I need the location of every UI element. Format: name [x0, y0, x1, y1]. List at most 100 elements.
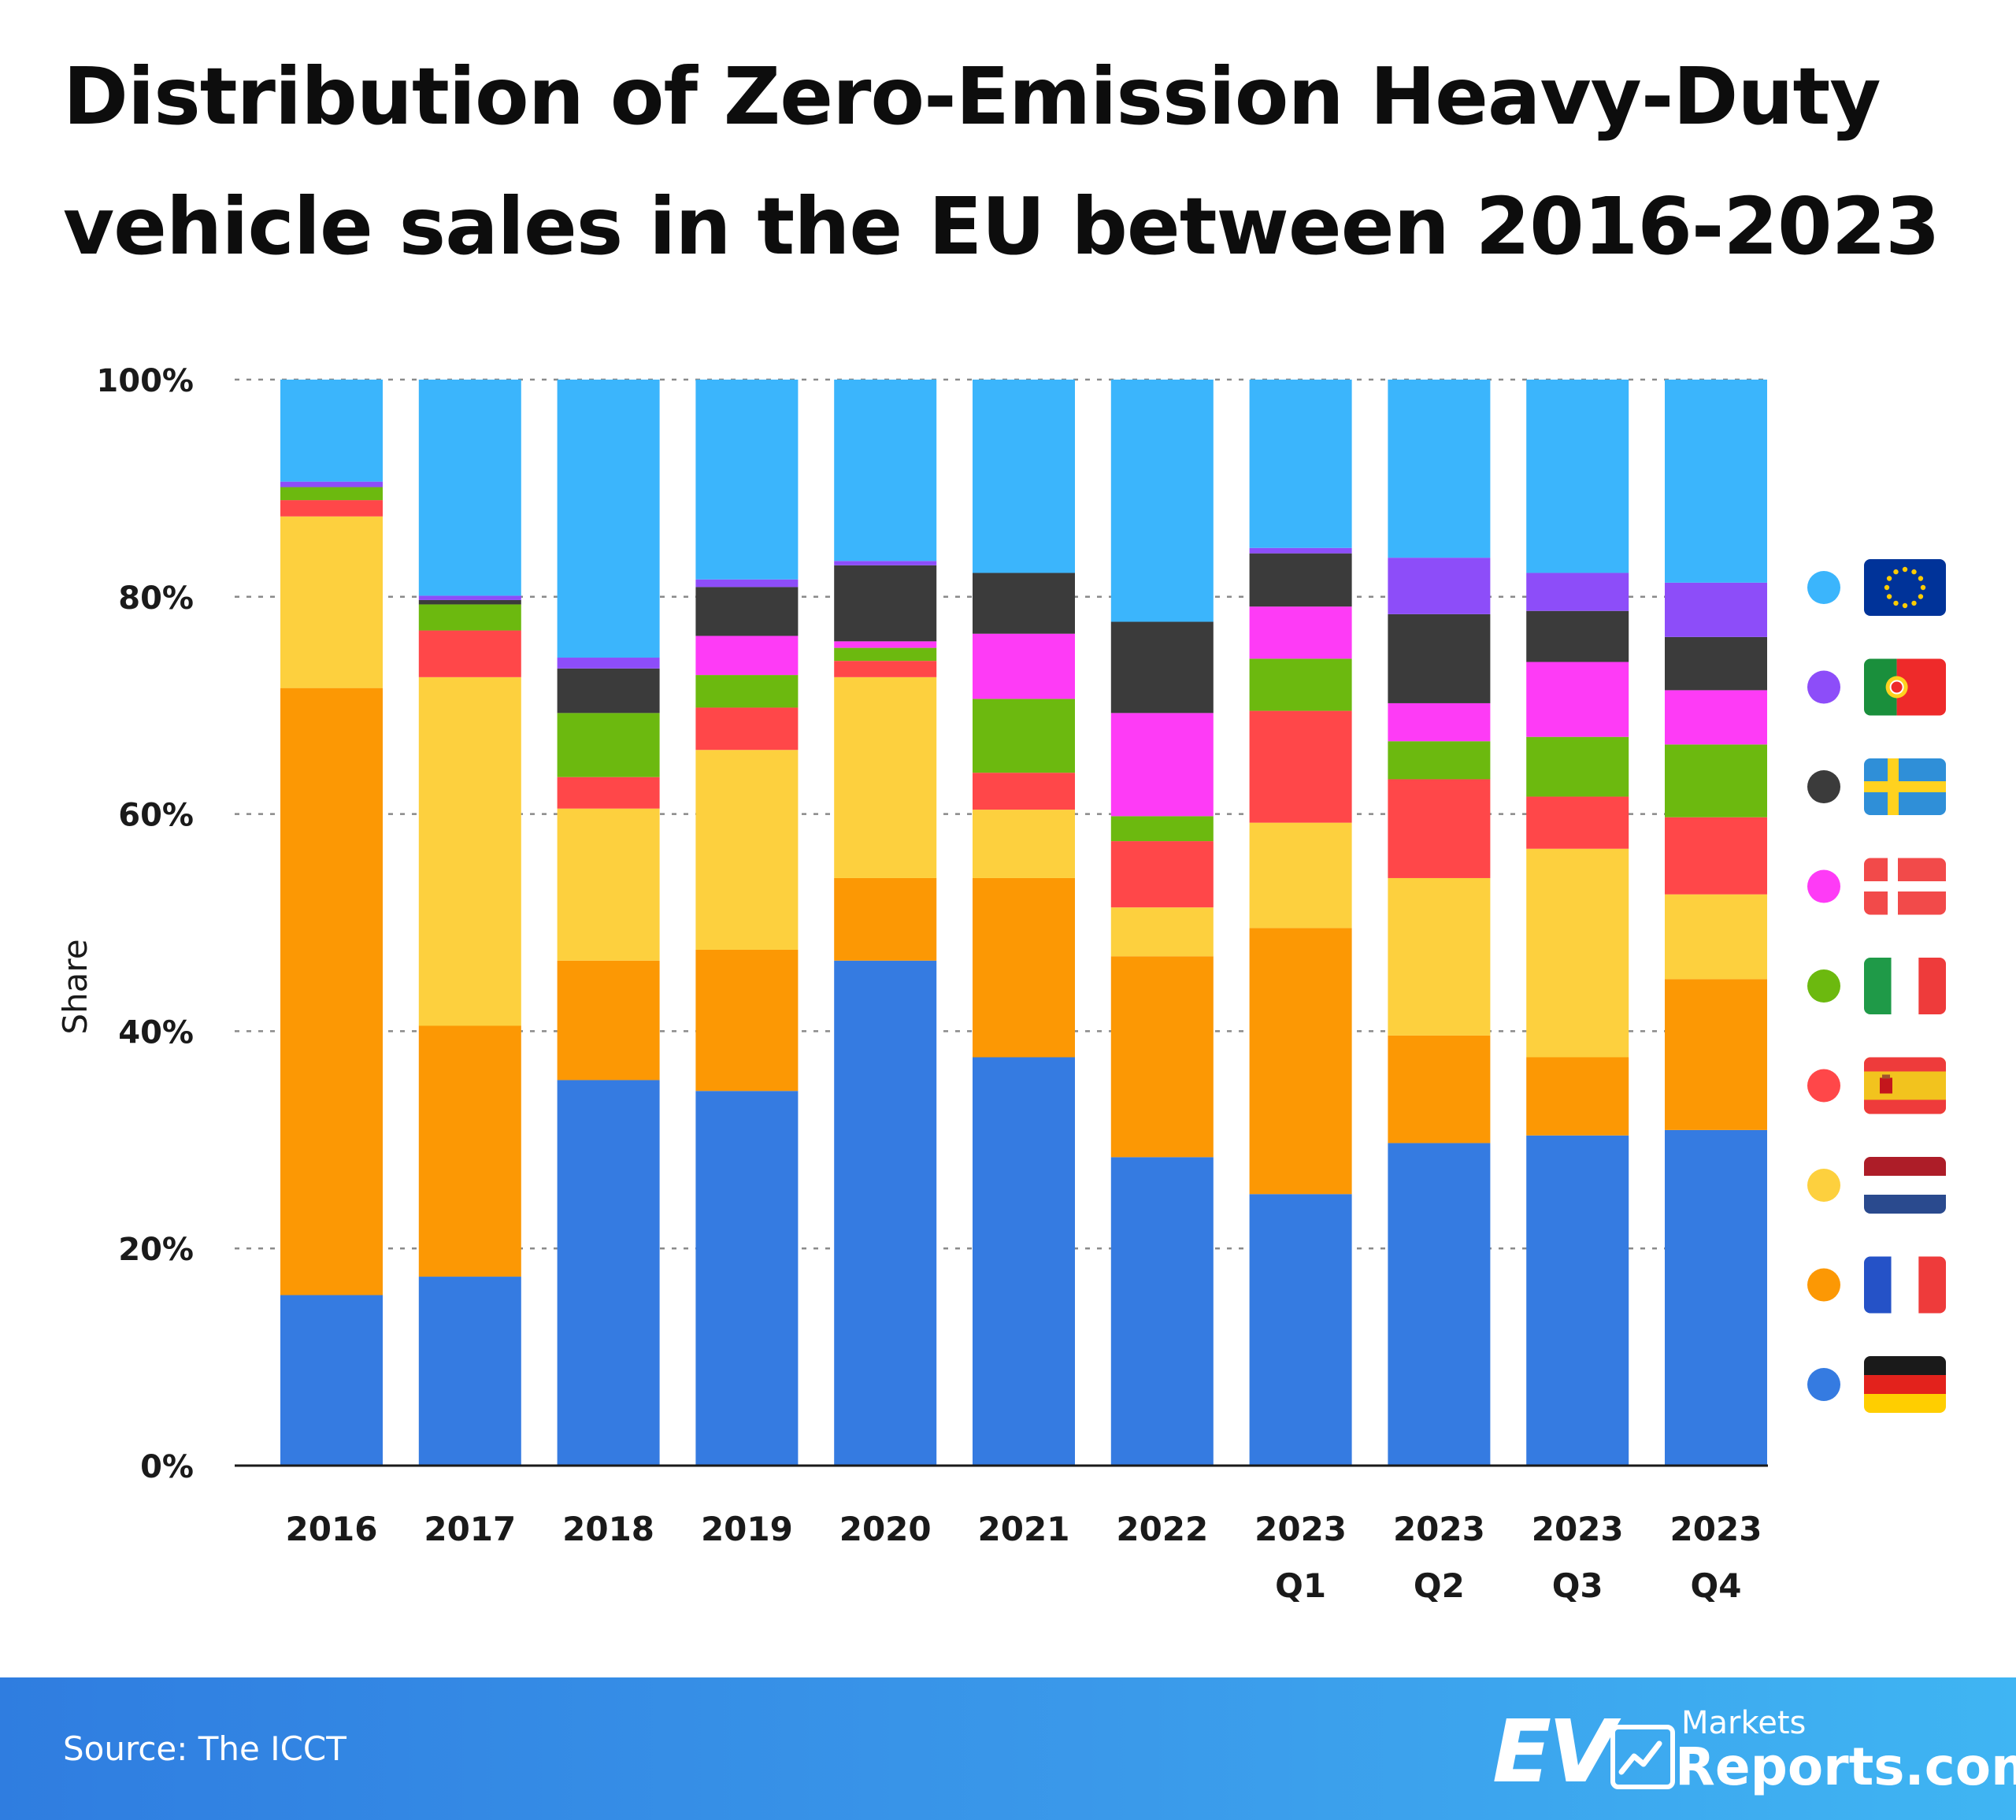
bar-segment	[1249, 658, 1352, 711]
bar-segment	[1388, 779, 1491, 878]
bar-segment	[280, 481, 383, 487]
bar-segment	[418, 676, 521, 1026]
bar-segment	[418, 599, 521, 605]
bar-segment	[1526, 1057, 1629, 1136]
bar-segment	[557, 668, 660, 714]
bar-segment	[834, 661, 937, 677]
portugal-flag-icon	[1864, 658, 1946, 716]
legend-color-dot	[1807, 1169, 1840, 1202]
bar-segment	[695, 636, 799, 676]
bar-segment	[1110, 841, 1214, 908]
legend-color-dot	[1807, 670, 1840, 704]
bar-segment	[557, 713, 660, 777]
legend-color-dot	[1807, 969, 1840, 1003]
legend-color-dot	[1807, 770, 1840, 803]
x-tick-label: 2023 Q2	[1393, 1510, 1485, 1605]
bar-segment	[1388, 613, 1491, 703]
bar-segment	[1249, 710, 1352, 823]
bar-segment	[1388, 1143, 1491, 1466]
bar-segment	[1249, 547, 1352, 554]
bar-segment	[1665, 894, 1767, 980]
spain-flag-icon	[1864, 1057, 1946, 1114]
x-tick-label: 2017	[424, 1510, 516, 1548]
bar-segment	[834, 561, 937, 565]
bar-segment	[834, 960, 937, 1466]
bar-segment	[1249, 380, 1352, 548]
bar-segment	[1110, 380, 1214, 622]
bar-segment	[1388, 877, 1491, 1036]
denmark-flag-icon	[1864, 858, 1946, 915]
bar-segment	[1526, 848, 1629, 1058]
bar-segment	[557, 1080, 660, 1466]
bar-segment	[1110, 1157, 1214, 1466]
y-tick-label: 40%	[118, 1014, 194, 1051]
bar-segment	[695, 949, 799, 1092]
y-tick-label: 100%	[96, 363, 194, 399]
logo-reports-text: Reports.com	[1675, 1737, 2016, 1797]
bar-segment	[1249, 928, 1352, 1195]
legend-item	[1807, 958, 1946, 1014]
bar-segment	[418, 595, 521, 600]
bar-segment	[1526, 380, 1629, 573]
bar-segment	[1665, 582, 1767, 637]
bar-segment	[834, 380, 937, 562]
legend-item	[1807, 1256, 1946, 1314]
bar-segment	[418, 380, 521, 596]
bar-segment	[695, 1091, 799, 1466]
y-tick-label: 20%	[118, 1232, 194, 1268]
bar-segment	[1526, 610, 1629, 662]
bar-segment	[418, 630, 521, 677]
legend-item	[1807, 1057, 1946, 1114]
bar-segment	[695, 579, 799, 588]
legend-color-dot	[1807, 1368, 1840, 1401]
bar-segment	[834, 676, 937, 878]
bar-segment	[280, 380, 383, 482]
bar-segment	[1249, 1194, 1352, 1466]
bar-segment	[973, 699, 1075, 773]
bar-segment	[557, 777, 660, 809]
bar-segment	[557, 960, 660, 1081]
x-tick-label: 2020	[839, 1510, 932, 1548]
bar-segment	[695, 707, 799, 751]
bar-segment	[1665, 690, 1767, 745]
logo-markets-text: Markets	[1681, 1705, 1807, 1741]
bar-segment	[695, 380, 799, 580]
bar-segment	[418, 604, 521, 631]
legend-color-dot	[1807, 571, 1840, 604]
chart-title: Distribution of Zero-Emission Heavy-Duty…	[63, 50, 1940, 272]
bar-segment	[973, 573, 1075, 634]
logo-ev-text: EV	[1492, 1701, 1615, 1802]
bar-segment	[418, 1025, 521, 1277]
bar-segment	[1526, 736, 1629, 797]
legend-item	[1807, 1157, 1946, 1214]
italy-flag-icon	[1864, 958, 1946, 1014]
bar-segment	[1665, 744, 1767, 817]
bar-segment	[1249, 553, 1352, 607]
bar-segment	[280, 688, 383, 1295]
bar-segment	[1110, 956, 1214, 1158]
bar-segment	[1388, 1035, 1491, 1144]
bar-segment	[1526, 573, 1629, 611]
bar-segment	[1665, 380, 1767, 583]
bar-segment	[973, 380, 1075, 573]
bar-segment	[834, 641, 937, 648]
bar-segment	[280, 500, 383, 517]
y-tick-label: 0%	[140, 1449, 194, 1485]
bar-segment	[280, 516, 383, 688]
bar-segment	[1526, 796, 1629, 849]
x-tick-label: 2023 Q3	[1532, 1510, 1624, 1605]
x-tick-label: 2019	[701, 1510, 793, 1548]
bar-segment	[1665, 979, 1767, 1130]
bar-segment	[834, 647, 937, 662]
eu-flag-icon	[1864, 559, 1946, 616]
netherlands-flag-icon	[1864, 1157, 1946, 1214]
france-flag-icon	[1864, 1256, 1946, 1314]
legend-item	[1807, 658, 1946, 716]
bar-segment	[695, 675, 799, 708]
y-tick-label: 60%	[118, 798, 194, 834]
legend-item	[1807, 858, 1946, 915]
legend-color-dot	[1807, 869, 1840, 903]
bar-segment	[973, 810, 1075, 878]
source-label: Source: The ICCT	[63, 1729, 346, 1768]
bar-segment	[973, 877, 1075, 1058]
